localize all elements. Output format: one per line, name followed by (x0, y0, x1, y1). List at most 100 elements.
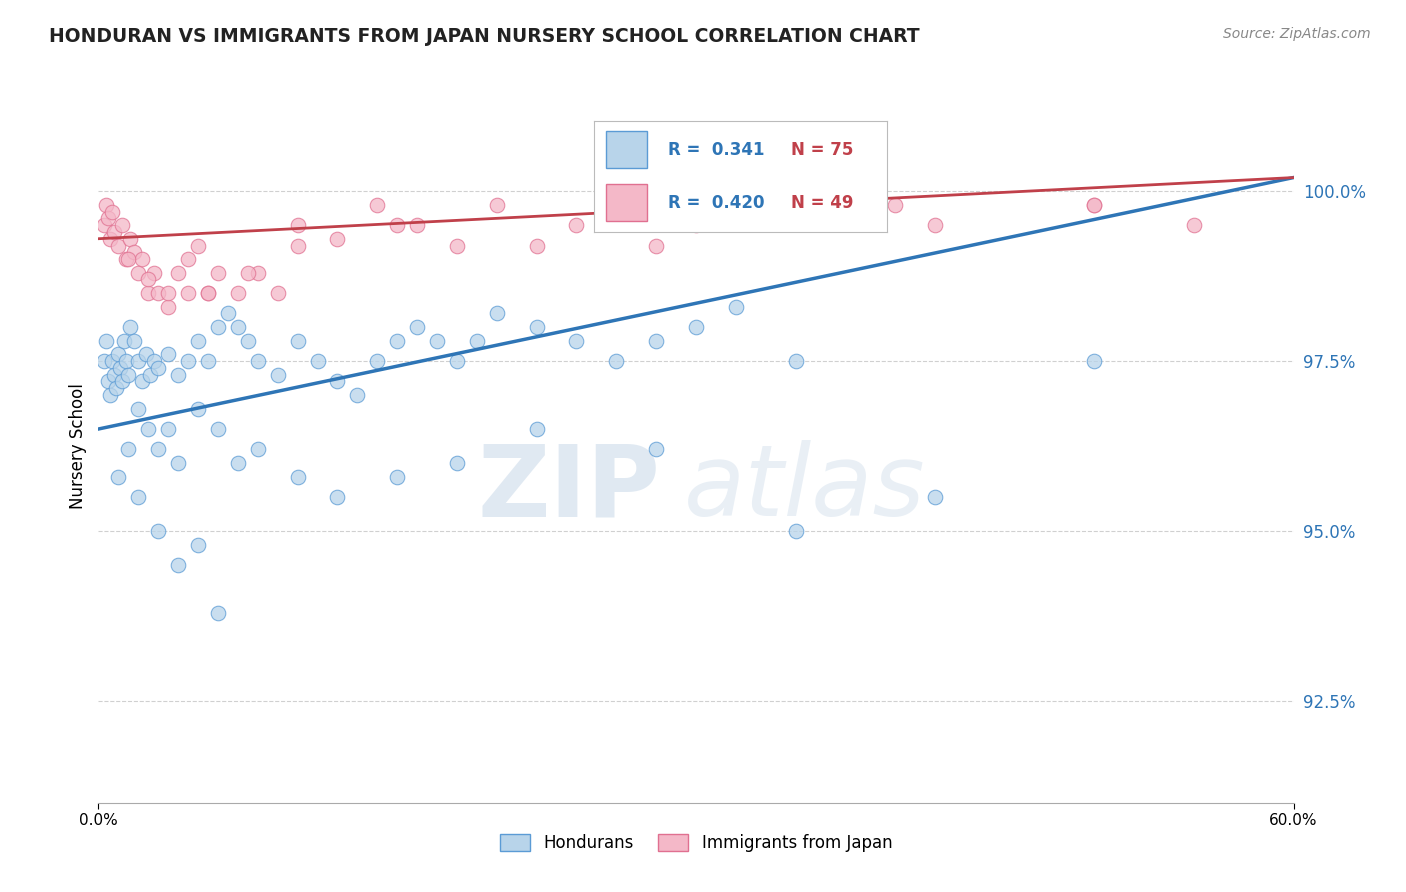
Point (924, 218, 946, 232)
Point (465, 334, 488, 348)
Point (97, 211, 120, 226)
Point (107, 469, 129, 483)
Point (124, 334, 146, 348)
Point (157, 422, 180, 436)
Point (1083, 354, 1105, 368)
Point (117, 252, 139, 266)
Point (267, 368, 290, 382)
Point (366, 354, 388, 368)
Point (645, 334, 668, 348)
Point (1083, 198, 1105, 212)
Point (107, 347, 129, 361)
Point (785, 354, 807, 368)
Point (187, 537, 209, 551)
Point (785, 198, 807, 212)
Point (143, 266, 166, 280)
Point (236, 266, 259, 280)
Point (326, 232, 349, 246)
Point (120, 232, 142, 246)
Point (485, 306, 508, 320)
Point (148, 360, 170, 375)
Point (115, 354, 138, 368)
Point (217, 306, 239, 320)
Point (148, 524, 170, 538)
Point (446, 238, 468, 252)
Point (131, 252, 153, 266)
Point (406, 320, 429, 334)
Point (565, 218, 588, 232)
Point (236, 334, 259, 348)
Point (526, 238, 548, 252)
Point (117, 442, 139, 457)
Point (1083, 198, 1105, 212)
Point (526, 422, 548, 436)
Point (326, 375, 349, 389)
Point (385, 218, 409, 232)
Point (177, 354, 200, 368)
Text: ZIP: ZIP (477, 441, 661, 537)
Point (446, 354, 468, 368)
Point (177, 286, 200, 301)
Point (111, 218, 134, 232)
Point (526, 320, 548, 334)
Point (287, 238, 309, 252)
Point (96, 198, 118, 212)
Point (136, 272, 159, 286)
Point (136, 286, 159, 301)
Point (107, 238, 129, 252)
Point (127, 401, 149, 416)
Point (246, 354, 269, 368)
Point (93, 354, 115, 368)
Point (287, 334, 309, 348)
Point (246, 442, 269, 457)
Point (187, 238, 209, 252)
Point (96, 334, 118, 348)
Point (446, 456, 468, 470)
Point (127, 490, 149, 504)
Point (167, 558, 190, 572)
Point (111, 375, 134, 389)
Point (143, 354, 166, 368)
Point (110, 360, 132, 375)
Point (103, 225, 125, 239)
Point (346, 388, 368, 402)
Point (97, 375, 120, 389)
Point (485, 198, 508, 212)
Point (120, 320, 142, 334)
Point (101, 204, 124, 219)
Point (197, 286, 219, 301)
Point (287, 218, 309, 232)
Point (406, 218, 429, 232)
Point (385, 334, 409, 348)
Point (724, 300, 747, 314)
Point (426, 334, 449, 348)
Point (98, 388, 122, 402)
Text: atlas: atlas (685, 441, 925, 537)
Point (385, 469, 409, 483)
Text: HONDURAN VS IMMIGRANTS FROM JAPAN NURSERY SCHOOL CORRELATION CHART: HONDURAN VS IMMIGRANTS FROM JAPAN NURSER… (49, 27, 920, 45)
Point (177, 252, 200, 266)
Point (115, 252, 138, 266)
Point (187, 401, 209, 416)
Point (157, 286, 180, 301)
Point (98, 232, 122, 246)
Point (197, 354, 219, 368)
Point (127, 354, 149, 368)
Point (167, 368, 190, 382)
Point (112, 334, 135, 348)
Point (127, 266, 149, 280)
Point (226, 320, 249, 334)
Point (207, 422, 229, 436)
Point (307, 354, 329, 368)
Point (139, 368, 162, 382)
Point (167, 456, 190, 470)
Point (785, 524, 807, 538)
Point (136, 422, 159, 436)
Point (103, 368, 125, 382)
Point (187, 334, 209, 348)
Point (685, 320, 707, 334)
Point (157, 300, 180, 314)
Point (131, 375, 153, 389)
Point (117, 368, 139, 382)
Point (148, 442, 170, 457)
